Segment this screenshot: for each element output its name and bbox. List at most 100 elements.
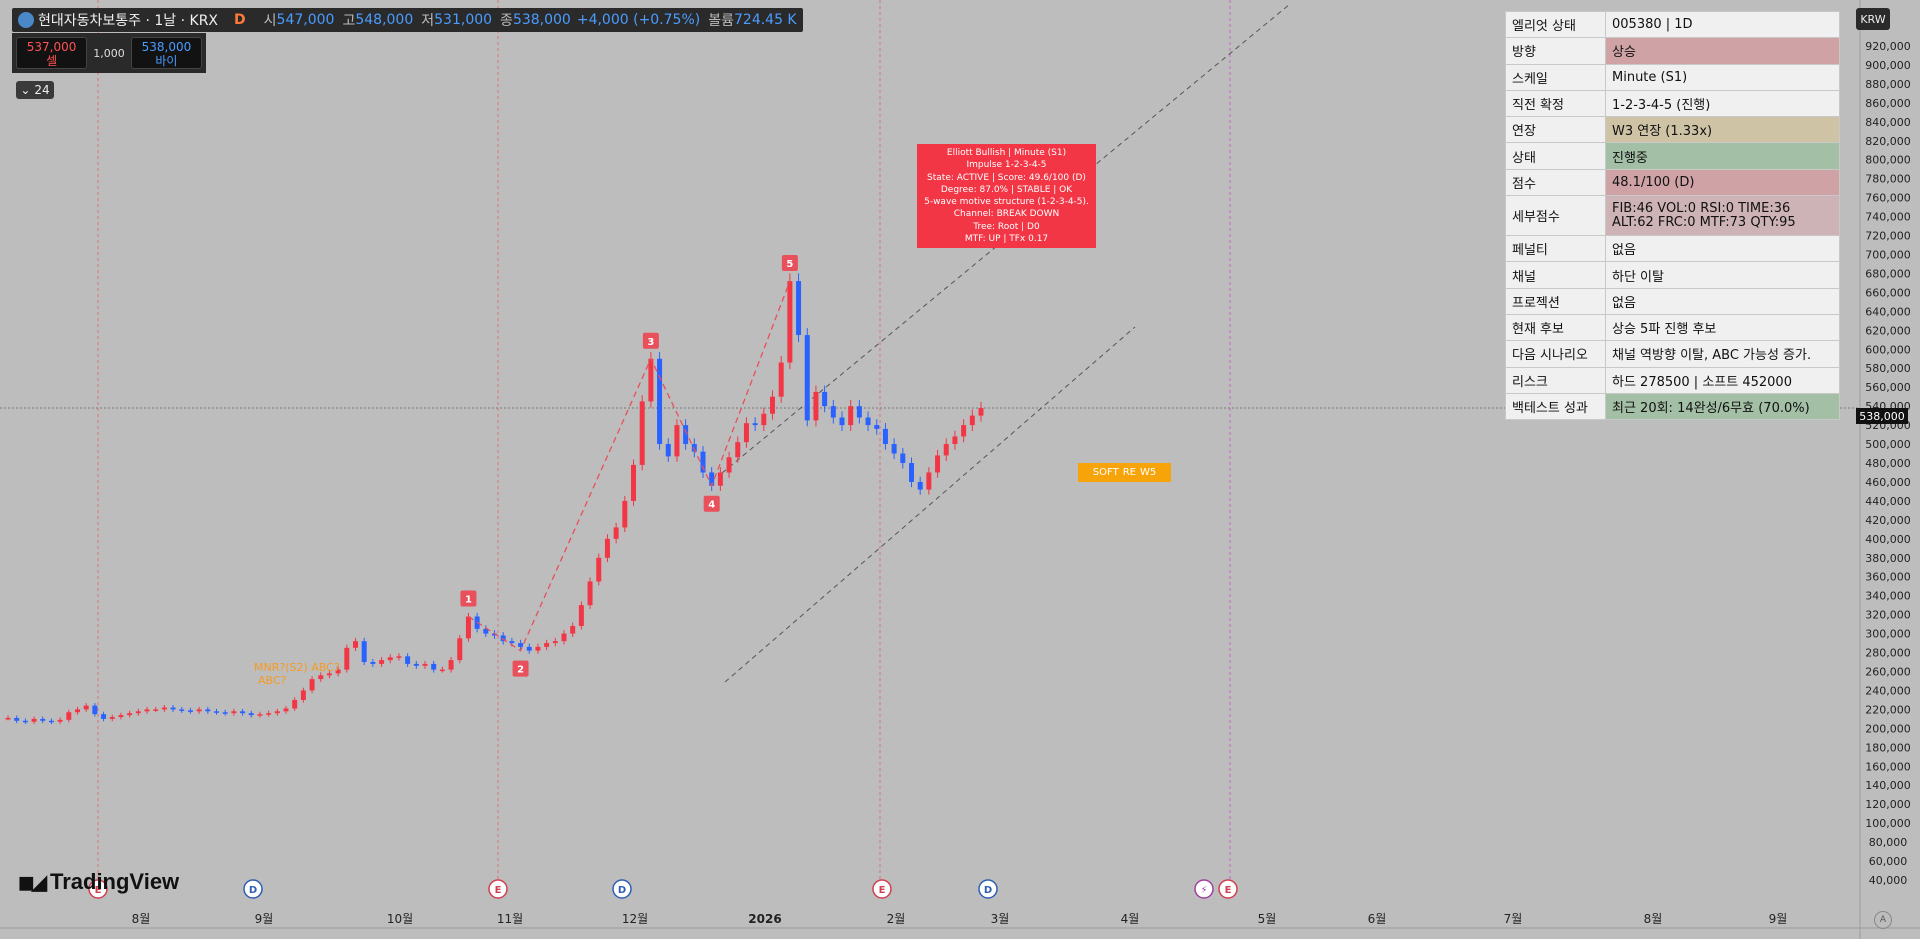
- y-tick-label: 720,000: [1865, 230, 1911, 243]
- candle-body: [101, 714, 107, 719]
- y-tick-label: 260,000: [1865, 666, 1911, 679]
- event-label: E: [95, 885, 102, 896]
- candle-body: [40, 718, 46, 721]
- candle-body: [457, 638, 463, 661]
- table-row: 연장 W3 연장 (1.33x): [1505, 116, 1840, 144]
- event-marker: [88, 879, 108, 899]
- candle-body: [292, 699, 298, 709]
- candle-body: [205, 709, 211, 712]
- status-key: 채널: [1505, 261, 1606, 289]
- candle-body: [700, 451, 706, 473]
- candle-body: [14, 717, 20, 721]
- open-label: 시: [263, 13, 277, 29]
- y-tick-label: 320,000: [1865, 609, 1911, 622]
- candle-body: [544, 643, 550, 647]
- candle-body: [943, 444, 949, 456]
- x-month-label: 6월: [1368, 912, 1387, 926]
- status-value: FIB:46 VOL:0 RSI:0 TIME:36 ALT:62 FRC:0 M…: [1605, 195, 1840, 237]
- channel-lower-line: [724, 326, 1136, 683]
- status-key: 리스크: [1505, 366, 1606, 394]
- candle-body: [92, 705, 98, 715]
- abc-label: ABC?: [258, 674, 287, 687]
- y-tick-label: 340,000: [1865, 590, 1911, 603]
- status-value: 진행중: [1605, 142, 1840, 170]
- table-row: 직전 확정 1-2-3-4-5 (진행): [1505, 89, 1840, 118]
- y-tick-label: 80,000: [1869, 836, 1908, 849]
- candle-body: [344, 647, 350, 670]
- candle-body: [726, 457, 732, 473]
- table-row: 프로젝션 없음: [1505, 287, 1840, 315]
- status-value: 005380 | 1D: [1605, 10, 1840, 39]
- candle-body: [127, 713, 133, 716]
- table-row: 상태 진행중: [1505, 142, 1840, 170]
- y-tick-label: 680,000: [1865, 267, 1911, 280]
- current-price-tag: 538,000: [1856, 408, 1908, 424]
- candle-body: [743, 423, 749, 443]
- candle-body: [796, 281, 802, 336]
- timeframe-badge[interactable]: D: [234, 12, 246, 28]
- symbol-title[interactable]: 현대자동차보통주 · 1날 · KRX: [38, 13, 219, 29]
- status-value: Minute (S1): [1605, 63, 1840, 91]
- candle-body: [961, 425, 967, 437]
- status-key: 점수: [1505, 168, 1606, 197]
- x-month-label: 12월: [622, 912, 648, 926]
- candle-body: [891, 444, 897, 454]
- wave-label: 2: [517, 665, 524, 676]
- candle-body: [187, 710, 193, 712]
- candle-body: [978, 408, 984, 416]
- candle-body: [613, 527, 619, 539]
- buy-button[interactable]: 538,000 바이: [130, 37, 202, 69]
- candle-body: [526, 646, 532, 651]
- candle-body: [439, 669, 445, 672]
- status-key: 세부점수: [1505, 195, 1606, 237]
- candle-body: [483, 628, 489, 634]
- y-tick-label: 900,000: [1865, 59, 1911, 72]
- y-tick-label: 220,000: [1865, 703, 1911, 716]
- candle-body: [856, 406, 862, 418]
- y-tick-label: 600,000: [1865, 343, 1911, 356]
- candle-body: [318, 675, 324, 680]
- candle-body: [379, 660, 385, 664]
- wave-label: 1: [465, 595, 472, 606]
- tooltip-line: Impulse 1-2-3-4-5: [966, 160, 1047, 171]
- logo-text: TradingView: [49, 869, 180, 894]
- x-month-label: 8월: [132, 912, 151, 926]
- status-value: 하드 278500 | 소프트 452000: [1605, 366, 1840, 394]
- indicator-toggle-button[interactable]: ⌄ 24: [16, 81, 54, 99]
- candle-body: [48, 720, 54, 723]
- candle-body: [31, 718, 37, 722]
- status-key: 상태: [1505, 142, 1606, 170]
- y-tick-label: 440,000: [1865, 495, 1911, 508]
- candle-body: [153, 709, 159, 711]
- y-tick-label: 840,000: [1865, 116, 1911, 129]
- tradingview-logo[interactable]: ◼◢ TradingView: [18, 869, 179, 895]
- candle-body: [335, 669, 341, 674]
- y-tick-label: 560,000: [1865, 381, 1911, 394]
- wave-marker: [703, 495, 720, 512]
- symbol-logo-icon: [18, 12, 34, 28]
- candle-body: [492, 633, 497, 636]
- candle-body: [787, 281, 793, 363]
- status-key: 직전 확정: [1505, 89, 1606, 118]
- y-tick-label: 380,000: [1865, 552, 1911, 565]
- wave-marker: [512, 660, 529, 677]
- symbol-header[interactable]: 현대자동차보통주 · 1날 · KRX D 시 547,000 고 548,000 …: [12, 8, 803, 32]
- candle-body: [570, 626, 576, 634]
- x-month-label: 2월: [887, 912, 906, 926]
- candle-body: [387, 657, 393, 661]
- trade-quantity[interactable]: 1,000: [93, 46, 125, 60]
- sell-button[interactable]: 537,000 셀: [16, 37, 88, 69]
- x-month-label: 10월: [387, 912, 413, 926]
- candle-body: [109, 716, 115, 719]
- volume-label: 볼륨: [708, 13, 734, 29]
- auto-scale-button[interactable]: A: [1874, 911, 1892, 929]
- candle-body: [535, 646, 541, 651]
- currency-button[interactable]: KRW: [1856, 8, 1890, 30]
- buy-price: 538,000: [141, 40, 192, 54]
- candle-body: [587, 581, 593, 606]
- tooltip-line: State: ACTIVE | Score: 49.6/100 (D): [927, 172, 1086, 183]
- wave-label: 3: [647, 337, 654, 348]
- event-marker: [243, 879, 263, 899]
- high-label: 고: [342, 13, 356, 29]
